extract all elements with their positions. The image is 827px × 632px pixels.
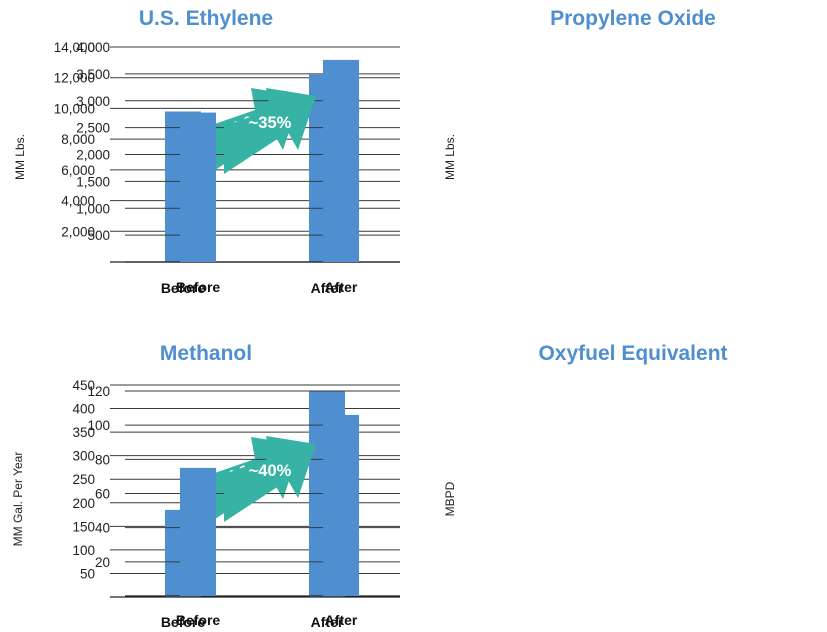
y-tick-label: 500 [87, 228, 110, 243]
x-category-label: After [325, 279, 358, 295]
growth-arrow [224, 88, 316, 174]
y-tick-label: 100 [87, 418, 110, 433]
chart-title: Propylene Oxide [550, 7, 716, 30]
y-tick-label: 2,000 [61, 224, 95, 239]
x-category-label: Before [161, 614, 206, 630]
y-tick-label: 1,000 [76, 201, 110, 216]
y-tick-label: 1,500 [76, 174, 110, 189]
x-category-label: After [311, 280, 344, 296]
y-tick-label: 50 [80, 566, 95, 581]
y-tick-label: 300 [72, 449, 95, 464]
growth-arrow [224, 436, 316, 522]
y-tick-label: 3,500 [76, 67, 110, 82]
x-category-label: After [311, 614, 344, 630]
x-category-label: After [325, 612, 358, 628]
y-tick-label: 400 [72, 402, 95, 417]
y-tick-label: 120 [87, 384, 110, 399]
y-tick-label: 12,000 [54, 71, 95, 86]
x-category-label: Before [176, 279, 221, 295]
x-category-label: Before [161, 280, 206, 296]
y-tick-label: 250 [72, 472, 95, 487]
x-category-label: Before [176, 612, 221, 628]
y-tick-label: 4,000 [61, 194, 95, 209]
y-tick-label: 450 [72, 378, 95, 393]
bar-chart: 500 1,000 1,500 2,000 2,500 3,000 3,500 4,000 Be… [76, 40, 400, 295]
y-tick-label: 2,500 [76, 121, 110, 136]
y-tick-label: 100 [72, 543, 95, 558]
bar-chart: 20 40 60 80 100 120 Before After ~40% [87, 384, 400, 628]
y-tick-label: 350 [72, 425, 95, 440]
y-tick-label: 8,000 [61, 132, 95, 147]
y-tick-label: 80 [95, 452, 110, 467]
y-tick-label: 60 [95, 487, 110, 502]
chart-panel-oxyfuel: Oxyfuel Equivalent MBPD 20 40 60 80 100 120 Be… [87, 316, 827, 632]
y-tick-label: 6,000 [61, 163, 95, 178]
bar-before [180, 112, 216, 262]
bar-before [180, 467, 216, 596]
y-tick-label: 3,000 [76, 94, 110, 109]
bar-after [323, 59, 359, 263]
y-tick-label: 2,000 [76, 148, 110, 163]
y-tick-label: 20 [95, 555, 110, 570]
chart-title: Methanol [159, 342, 253, 365]
bar-after [323, 414, 359, 596]
y-tick-label: 10,000 [54, 101, 95, 116]
chart-title: Oxyfuel Equivalent [538, 342, 728, 365]
y-tick-label: 200 [72, 496, 95, 511]
y-tick-label: 4,000 [76, 40, 110, 55]
chart-panel-propylene-oxide: Propylene Oxide MM Lbs. 500 1,000 1,500 2,0… [76, 0, 827, 316]
chart-title: U.S. Ethylene [138, 7, 274, 30]
y-tick-label: 14,000 [54, 40, 95, 55]
growth-annotation: ~40% [249, 462, 292, 480]
growth-annotation: ~35% [249, 114, 292, 132]
y-tick-label: 150 [72, 519, 95, 534]
y-tick-label: 40 [95, 521, 110, 536]
